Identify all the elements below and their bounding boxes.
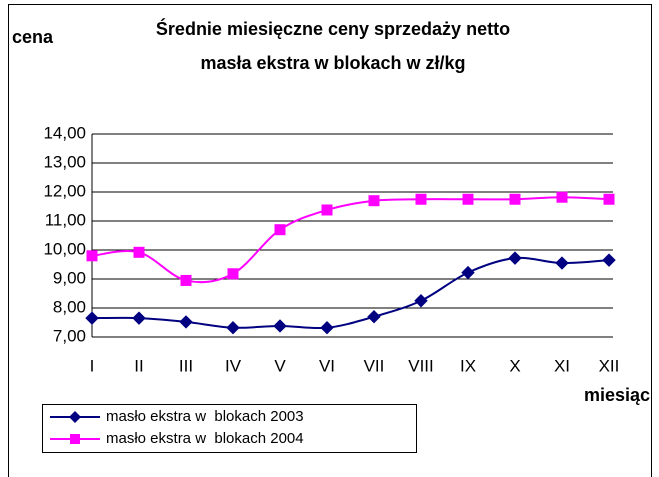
marker <box>273 319 287 333</box>
marker <box>274 224 286 236</box>
marker <box>602 253 616 267</box>
legend-box <box>42 404 417 453</box>
marker <box>556 191 568 203</box>
y-tick-label: 8,00 <box>53 297 86 316</box>
marker <box>603 193 615 205</box>
marker <box>415 193 427 205</box>
x-tick-label: X <box>509 356 520 375</box>
marker <box>86 250 98 262</box>
marker <box>555 256 569 270</box>
y-tick-label: 13,00 <box>43 152 86 171</box>
marker <box>180 274 192 286</box>
series-line <box>91 256 610 330</box>
chart-title: Średnie miesięczne ceny sprzedaży netto <box>156 18 510 39</box>
y-tick-label: 9,00 <box>53 268 86 287</box>
chart-frame <box>8 4 652 477</box>
marker <box>320 321 334 335</box>
marker <box>367 309 381 324</box>
marker <box>509 193 521 205</box>
x-axis-label: miesiąc <box>584 385 650 405</box>
x-tick-label: VI <box>319 356 335 375</box>
marker <box>226 321 240 335</box>
marker <box>368 195 380 207</box>
y-tick-label: 7,00 <box>53 326 86 345</box>
x-tick-label: XII <box>599 356 620 375</box>
marker <box>321 204 333 216</box>
y-axis-label: cena <box>12 27 54 47</box>
marker <box>508 251 522 265</box>
legend-label: masło ekstra w blokach 2004 <box>106 430 304 447</box>
x-tick-label: V <box>274 356 286 375</box>
x-tick-label: III <box>179 356 193 375</box>
marker <box>462 193 474 205</box>
y-tick-label: 12,00 <box>43 181 86 200</box>
x-tick-label: VIII <box>408 356 434 375</box>
marker <box>132 311 146 325</box>
marker <box>414 294 428 308</box>
marker <box>461 265 475 280</box>
marker <box>133 246 145 258</box>
x-tick-label: I <box>90 356 95 375</box>
x-tick-label: VII <box>364 356 385 375</box>
x-tick-label: XI <box>554 356 570 375</box>
series-line <box>91 196 610 284</box>
y-tick-label: 14,00 <box>43 123 86 142</box>
legend-marker <box>70 434 80 444</box>
x-tick-label: IX <box>460 356 476 375</box>
chart-title: masła ekstra w blokach w zł/kg <box>200 53 465 73</box>
y-tick-label: 10,00 <box>43 239 86 258</box>
x-tick-label: II <box>134 356 143 375</box>
legend-marker <box>69 411 81 423</box>
y-tick-label: 11,00 <box>45 210 86 229</box>
marker <box>85 311 99 325</box>
x-tick-label: IV <box>225 356 242 375</box>
marker <box>179 315 193 329</box>
legend-label: masło ekstra w blokach 2003 <box>106 408 304 425</box>
marker <box>227 268 239 280</box>
